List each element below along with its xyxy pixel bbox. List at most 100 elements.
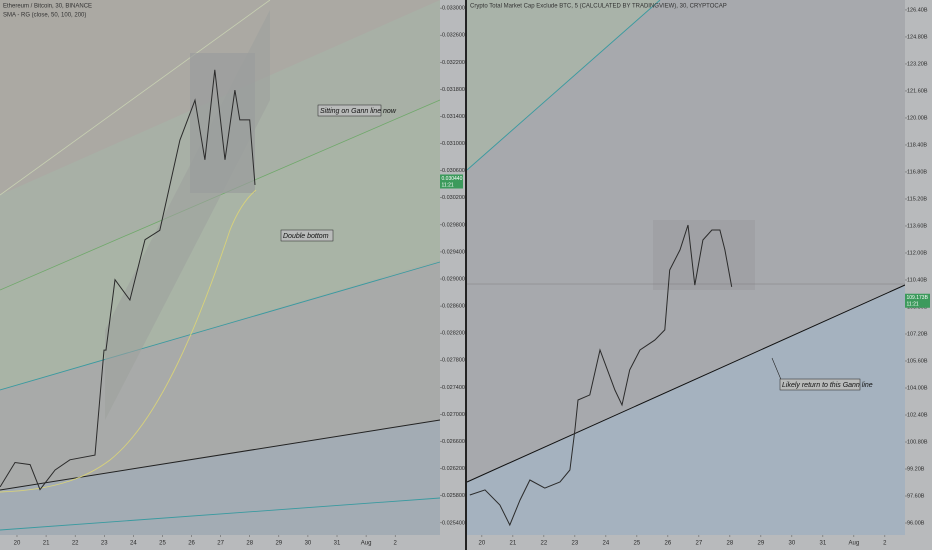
y-tick-label: 110.40B <box>907 277 927 283</box>
price-line <box>0 69 256 491</box>
y-tick-label: 102.40B <box>907 412 928 418</box>
chart-title: Ethereum / Bitcoin, 30, BINANCE <box>3 4 92 10</box>
x-tick-label: 29 <box>758 541 765 547</box>
y-tick-label: 0.029000 <box>442 276 465 282</box>
y-tick-label: 115.20B <box>907 196 927 202</box>
x-tick-label: 23 <box>101 541 108 547</box>
annotation-box <box>317 104 382 117</box>
gann-line <box>0 0 271 196</box>
y-tick-label: 0.029800 <box>442 222 465 228</box>
y-tick-label: 120.00B <box>907 115 928 121</box>
x-tick-label: 23 <box>572 541 579 547</box>
gann-line <box>466 284 906 483</box>
price-tag <box>905 293 930 308</box>
arrow <box>771 357 783 383</box>
y-tick-label: 0.031400 <box>442 114 465 120</box>
annotation: Sitting on Gann line now <box>320 108 397 115</box>
y-axis <box>440 0 465 550</box>
y-tick-label: 96.00B <box>907 520 925 526</box>
y-tick-label: 0.030200 <box>442 195 465 201</box>
annotation: Likely return to this Gann line <box>782 382 873 389</box>
y-tick-label: 0.026200 <box>442 466 465 472</box>
y-tick-label: 0.032600 <box>442 33 465 39</box>
y-tick-label: 118.40B <box>907 142 927 148</box>
x-tick-label: 20 <box>14 541 21 547</box>
y-tick-label: 0.026600 <box>442 439 465 445</box>
x-tick-label: Aug <box>849 541 860 547</box>
x-tick-label: 21 <box>43 541 50 547</box>
y-tick-label: 0.030600 <box>442 168 465 174</box>
x-tick-label: 25 <box>634 541 641 547</box>
x-tick-label: 31 <box>334 541 341 547</box>
price-line <box>469 224 733 527</box>
y-tick-label: 104.00B <box>907 385 928 391</box>
y-axis <box>905 0 932 550</box>
gann-line <box>0 261 441 391</box>
y-tick-label: 99.20B <box>907 466 925 472</box>
x-tick-label: 27 <box>696 541 703 547</box>
x-tick-label: 30 <box>789 541 796 547</box>
sma-line <box>0 189 257 493</box>
gann-line <box>0 419 441 491</box>
y-tick-label: 0.025400 <box>442 520 465 526</box>
price-tag-label: 0.030440 <box>442 176 463 182</box>
x-tick-label: 2 <box>883 541 887 547</box>
y-tick-label: 0.027000 <box>442 412 465 418</box>
price-tag-time: 11:21 <box>442 182 454 188</box>
x-tick-label: 20 <box>479 541 486 547</box>
y-tick-label: 0.033000 <box>442 6 465 12</box>
y-tick-label: 123.20B <box>907 61 928 67</box>
y-tick-label: 0.025800 <box>442 493 465 499</box>
x-tick-label: 22 <box>541 541 548 547</box>
y-tick-label: 0.028600 <box>442 304 465 310</box>
y-tick-label: 112.00B <box>907 250 927 256</box>
chart-title: Crypto Total Market Cap Exclude BTC, 5 (… <box>470 4 727 10</box>
indicator-label: SMA - RG (close, 50, 100, 200) <box>3 13 86 19</box>
y-tick-label: 105.60B <box>907 358 928 364</box>
range-box <box>190 53 255 193</box>
y-tick-label: 0.029400 <box>442 249 465 255</box>
y-tick-label: 107.20B <box>907 331 928 337</box>
y-tick-label: 121.60B <box>907 88 928 94</box>
gann-line <box>466 0 661 171</box>
x-tick-label: 29 <box>275 541 282 547</box>
annotation-box <box>779 378 861 391</box>
y-tick-label: 0.027400 <box>442 385 465 391</box>
x-tick-label: 28 <box>727 541 734 547</box>
x-tick-label: 26 <box>188 541 195 547</box>
price-tag-time: 11:21 <box>907 302 919 308</box>
zone <box>0 262 440 490</box>
x-tick-label: 31 <box>820 541 827 547</box>
x-tick-label: 25 <box>159 541 166 547</box>
y-tick-label: 100.80B <box>907 439 928 445</box>
x-tick-label: Aug <box>361 541 372 547</box>
x-tick-label: 24 <box>603 541 610 547</box>
zone <box>467 285 905 535</box>
y-tick-label: 0.028200 <box>442 331 465 337</box>
y-tick-label: 116.80B <box>907 169 927 175</box>
y-tick-label: 0.031000 <box>442 141 465 147</box>
price-tag-label: 109.173B <box>907 295 929 301</box>
y-tick-label: 0.032200 <box>442 60 465 66</box>
x-tick-label: 27 <box>217 541 224 547</box>
x-tick-label: 21 <box>510 541 517 547</box>
x-tick-label: 28 <box>246 541 253 547</box>
x-tick-label: 22 <box>72 541 79 547</box>
y-tick-label: 0.031800 <box>442 87 465 93</box>
annotation: Double bottom <box>283 233 329 240</box>
y-tick-label: 124.80B <box>907 34 928 40</box>
divider <box>465 0 467 550</box>
x-tick-label: 2 <box>394 541 398 547</box>
x-tick-label: 30 <box>305 541 312 547</box>
x-tick-label: 26 <box>665 541 672 547</box>
y-tick-label: 113.60B <box>907 223 927 229</box>
y-tick-label: 0.027800 <box>442 358 465 364</box>
y-tick-label: 126.40B <box>907 7 928 13</box>
y-tick-label: 97.60B <box>907 493 925 499</box>
price-tag <box>440 174 463 189</box>
x-tick-label: 24 <box>130 541 137 547</box>
gann-line <box>0 497 441 531</box>
annotation-box <box>280 229 334 242</box>
range-box <box>653 220 755 290</box>
